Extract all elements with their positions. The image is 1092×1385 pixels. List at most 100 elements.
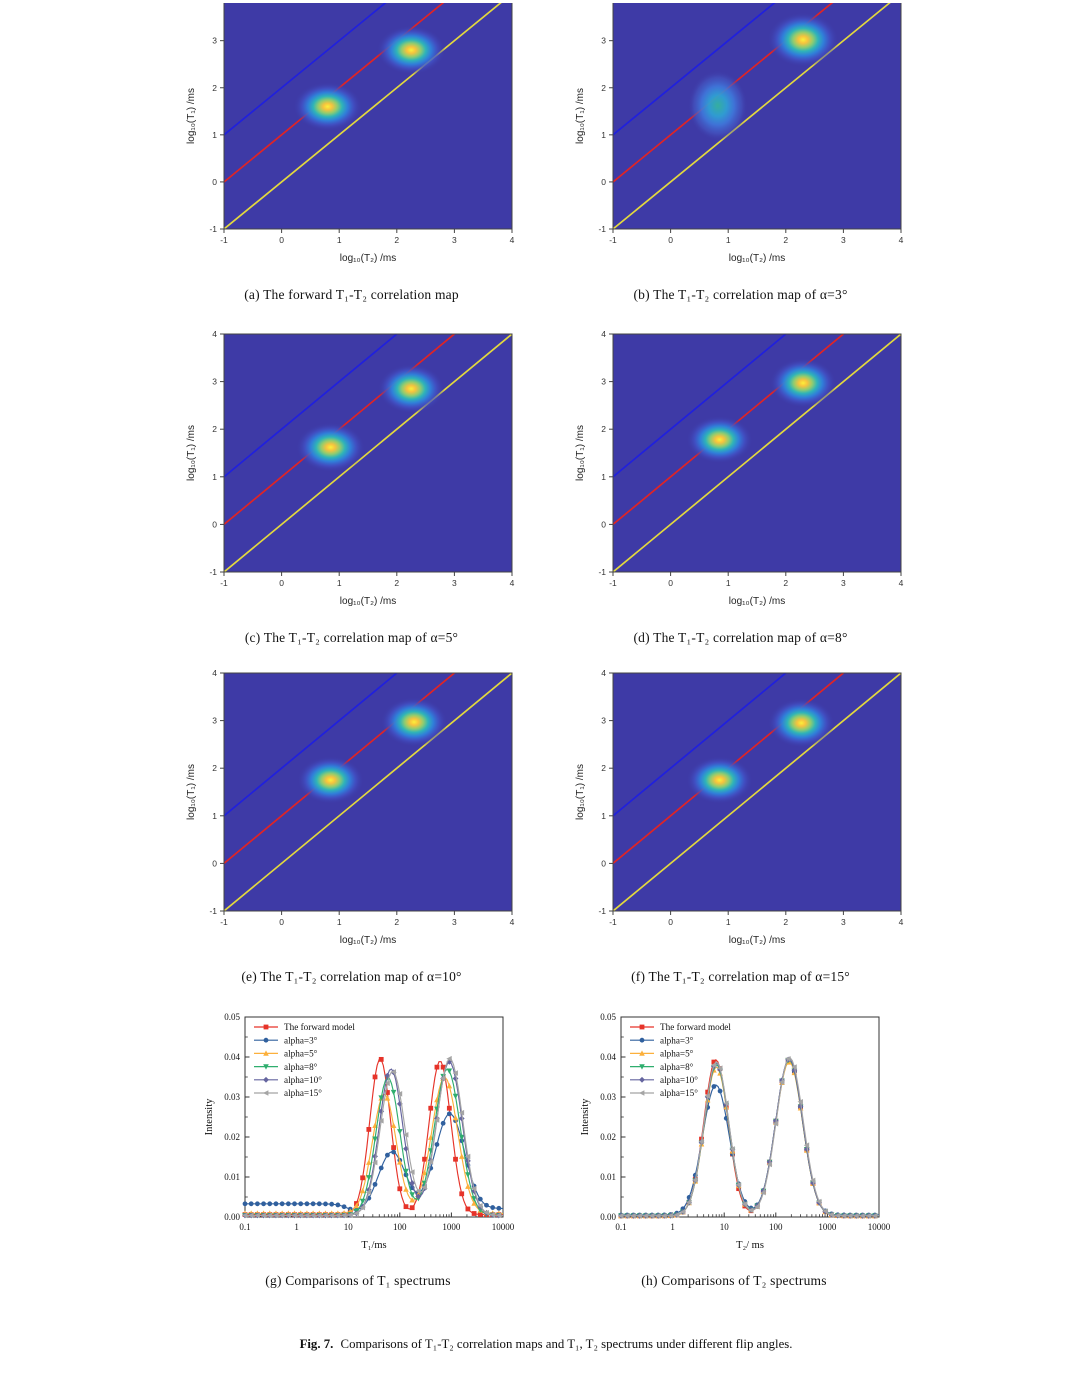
svg-text:1: 1 (212, 472, 217, 482)
svg-text:1: 1 (601, 472, 606, 482)
svg-text:0: 0 (212, 177, 217, 187)
panel-h-caption: (h) Comparisons of T₂ spectrums (641, 1273, 827, 1288)
svg-text:1: 1 (212, 811, 217, 821)
svg-text:3: 3 (212, 716, 217, 726)
svg-text:0.1: 0.1 (239, 1222, 250, 1232)
spectrum-svg-g: 0.00 0.01 0.02 0.03 0.04 0.05 0.1 1 10 100 1000 100… (204, 1012, 515, 1251)
svg-text:3: 3 (452, 235, 457, 245)
svg-text:0.00: 0.00 (224, 1212, 240, 1222)
svg-text:2: 2 (783, 917, 788, 927)
panel-c: -1 0 1 2 3 4 -1 0 1 2 3 4 log₁₀(T₂) /ms log₁₀(T₁) /ms… (178, 325, 525, 664)
figure-row-3: -1 0 1 2 3 4 -1 0 1 2 3 4 log₁₀(T₂) /ms log₁₀(T₁) /ms… (0, 664, 1092, 1003)
svg-text:Intensity: Intensity (580, 1098, 591, 1135)
svg-text:2: 2 (394, 235, 399, 245)
panel-f: -1 0 1 2 3 4 -1 0 1 2 3 4 log₁₀(T₂) /ms log₁₀(T₁) /ms… (567, 664, 914, 1003)
svg-text:log₁₀(T₁) /ms: log₁₀(T₁) /ms (186, 88, 197, 144)
svg-text:-1: -1 (609, 578, 617, 588)
svg-text:2: 2 (212, 83, 217, 93)
svg-text:log₁₀(T₂) /ms: log₁₀(T₂) /ms (729, 253, 785, 264)
panel-c-caption: (c) The T₁-T₂ correlation map of α=5° (244, 630, 459, 645)
svg-text:4: 4 (899, 917, 904, 927)
svg-text:0: 0 (601, 519, 606, 529)
svg-text:-1: -1 (598, 567, 606, 577)
svg-text:0.05: 0.05 (224, 1012, 240, 1022)
figure-row-4: 0.00 0.01 0.02 0.03 0.04 0.05 0.1 1 10 100 1000 100… (0, 1009, 1092, 1311)
svg-text:log₁₀(T₂) /ms: log₁₀(T₂) /ms (340, 935, 396, 946)
panel-d: -1 0 1 2 3 4 -1 0 1 2 3 4 log₁₀(T₂) /ms log₁₀(T₁) /ms… (567, 325, 914, 664)
svg-text:T₁/ms: T₁/ms (361, 1240, 386, 1251)
svg-text:1: 1 (212, 130, 217, 140)
svg-text:3: 3 (212, 377, 217, 387)
svg-text:log₁₀(T₁) /ms: log₁₀(T₁) /ms (575, 425, 586, 481)
spectrum-h: 0.00 0.01 0.02 0.03 0.04 0.05 0.1 1 10 100 1000 100… (575, 1009, 893, 1261)
svg-text:1: 1 (726, 235, 731, 245)
svg-text:alpha=15°: alpha=15° (284, 1088, 322, 1098)
svg-text:-1: -1 (220, 235, 228, 245)
svg-text:0.01: 0.01 (600, 1172, 616, 1182)
heatmap-e: -1 0 1 2 3 4 -1 0 1 2 3 4 log₁₀(T₂) /ms log₁₀(T₁) /ms (178, 664, 525, 957)
panel-g: 0.00 0.01 0.02 0.03 0.04 0.05 0.1 1 10 100 1000 100… (199, 1009, 517, 1311)
heatmap-d: -1 0 1 2 3 4 -1 0 1 2 3 4 log₁₀(T₂) /ms log₁₀(T₁) /ms (567, 325, 914, 618)
svg-text:3: 3 (841, 917, 846, 927)
svg-text:100: 100 (769, 1222, 783, 1232)
svg-text:0: 0 (668, 235, 673, 245)
svg-text:The forward model: The forward model (284, 1022, 355, 1032)
svg-text:2: 2 (601, 763, 606, 773)
panel-g-caption: (g) Comparisons of T₁ spectrums (265, 1273, 451, 1288)
panel-e-caption: (e) The T₁-T₂ correlation map of α=10° (241, 969, 462, 984)
heatmap-f: -1 0 1 2 3 4 -1 0 1 2 3 4 log₁₀(T₂) /ms log₁₀(T₁) /ms (567, 664, 914, 957)
svg-text:-1: -1 (220, 578, 228, 588)
svg-text:1: 1 (337, 235, 342, 245)
panel-a: -1 0 1 2 3 4 -1 0 1 2 3 log₁₀(T₂) /ms log₁₀(T₁) /ms … (178, 2, 525, 325)
spectrum-svg-h: 0.00 0.01 0.02 0.03 0.04 0.05 0.1 1 10 100 1000 100… (580, 1012, 891, 1251)
svg-text:1000: 1000 (442, 1222, 461, 1232)
svg-text:-1: -1 (609, 235, 617, 245)
svg-text:0.00: 0.00 (600, 1212, 616, 1222)
svg-text:4: 4 (601, 668, 606, 678)
svg-text:0: 0 (668, 917, 673, 927)
heatmap-svg-f: -1 0 1 2 3 4 -1 0 1 2 3 4 log₁₀(T₂) /ms log₁₀(T₁) /ms (575, 668, 904, 946)
svg-text:0.01: 0.01 (224, 1172, 240, 1182)
svg-text:log₁₀(T₂) /ms: log₁₀(T₂) /ms (729, 935, 785, 946)
svg-text:alpha=10°: alpha=10° (284, 1075, 322, 1085)
svg-text:3: 3 (601, 716, 606, 726)
svg-text:0.04: 0.04 (600, 1052, 616, 1062)
svg-text:0: 0 (279, 578, 284, 588)
svg-text:3: 3 (841, 578, 846, 588)
svg-text:0: 0 (279, 235, 284, 245)
svg-text:0.1: 0.1 (615, 1222, 626, 1232)
svg-text:alpha=15°: alpha=15° (660, 1088, 698, 1098)
legend-g: The forward model alpha=3° alpha=5° alpha=8… (254, 1022, 355, 1098)
panel-e: -1 0 1 2 3 4 -1 0 1 2 3 4 log₁₀(T₂) /ms log₁₀(T₁) /ms… (178, 664, 525, 1003)
svg-text:0: 0 (212, 519, 217, 529)
svg-text:2: 2 (601, 83, 606, 93)
svg-text:3: 3 (841, 235, 846, 245)
svg-text:alpha=3°: alpha=3° (284, 1035, 318, 1045)
figure-caption-text: Comparisons of T₁-T₂ correlation maps an… (340, 1337, 793, 1351)
svg-text:4: 4 (899, 578, 904, 588)
svg-text:alpha=5°: alpha=5° (660, 1049, 694, 1059)
svg-text:2: 2 (783, 235, 788, 245)
svg-text:log₁₀(T₁) /ms: log₁₀(T₁) /ms (186, 425, 197, 481)
svg-text:0.03: 0.03 (224, 1092, 240, 1102)
svg-text:100: 100 (393, 1222, 407, 1232)
svg-text:0.04: 0.04 (224, 1052, 240, 1062)
svg-text:3: 3 (452, 578, 457, 588)
svg-text:-1: -1 (209, 906, 217, 916)
svg-text:T₂/ ms: T₂/ ms (736, 1240, 764, 1251)
figure-row-2: -1 0 1 2 3 4 -1 0 1 2 3 4 log₁₀(T₂) /ms log₁₀(T₁) /ms… (0, 325, 1092, 664)
svg-text:0: 0 (212, 858, 217, 868)
svg-text:log₁₀(T₂) /ms: log₁₀(T₂) /ms (729, 596, 785, 607)
svg-text:4: 4 (899, 235, 904, 245)
svg-text:2: 2 (783, 578, 788, 588)
svg-text:log₁₀(T₁) /ms: log₁₀(T₁) /ms (186, 764, 197, 820)
svg-text:0: 0 (668, 578, 673, 588)
svg-text:10: 10 (720, 1222, 730, 1232)
svg-text:1: 1 (670, 1222, 675, 1232)
svg-text:The forward model: The forward model (660, 1022, 731, 1032)
svg-text:-1: -1 (209, 567, 217, 577)
svg-text:1: 1 (337, 917, 342, 927)
svg-text:alpha=10°: alpha=10° (660, 1075, 698, 1085)
svg-text:0.02: 0.02 (224, 1132, 240, 1142)
